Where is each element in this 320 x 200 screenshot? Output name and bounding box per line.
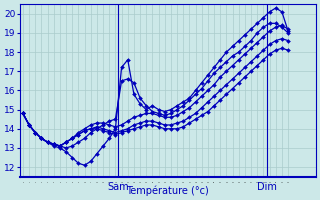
X-axis label: Température (°c): Température (°c) [126, 185, 209, 196]
Text: Dim: Dim [257, 182, 276, 192]
Text: Sam: Sam [108, 182, 129, 192]
